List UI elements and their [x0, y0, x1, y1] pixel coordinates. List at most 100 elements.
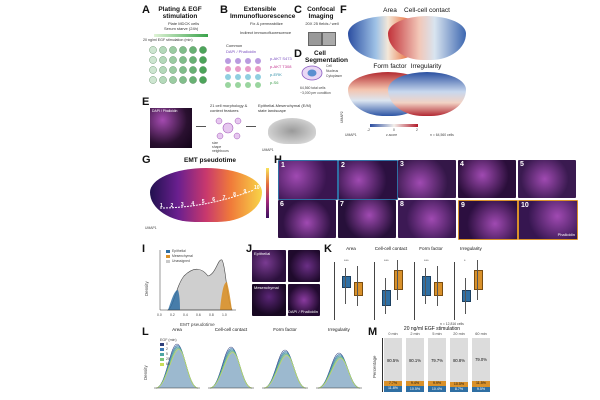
pct-unassigned: 80.8% [453, 357, 465, 363]
panel-a-title: Plating & EGF stimulation [158, 6, 202, 20]
tile-number: 10 [521, 202, 529, 209]
bar-unassigned [450, 338, 468, 382]
legend-swatch [160, 348, 164, 351]
m-yaxis [382, 338, 383, 392]
bar-unassigned [472, 338, 490, 381]
panel-g-title: EMT pseudotime [183, 157, 236, 164]
pct-unassigned: 79.7% [431, 357, 443, 363]
map-title-area: Area [383, 7, 397, 14]
feature-size: size [212, 141, 219, 145]
plate-well [149, 76, 157, 84]
microscopy-tile: 6 [278, 200, 336, 238]
panel-e-step1: 21 cell morphology & context features [210, 103, 248, 113]
zscore-tick-min: -2 [367, 128, 371, 132]
bar-mesenchymal [472, 380, 490, 387]
panel-a-note1: Plate MDCK cells [168, 21, 200, 26]
panel-b-title: Extensible Immunofluorescence [230, 6, 296, 20]
legend-swatch-mes [166, 255, 170, 258]
plate-well [199, 56, 207, 64]
pct-epithelial: 10.5% [409, 386, 421, 391]
plate-well [179, 56, 187, 64]
marker-3: p-ERK [270, 72, 282, 77]
microscopy-tile: 3 [398, 160, 456, 198]
stain-well [225, 58, 231, 64]
k-axis [454, 262, 455, 320]
mesenchymal-box [474, 270, 483, 290]
whisker [437, 266, 438, 306]
phalloidin-label: Phalloidin [557, 232, 575, 237]
pseudotime-point-label: 10 [254, 185, 260, 191]
legend-swatch [160, 363, 164, 366]
panel-l-label: L [142, 326, 149, 338]
panel-g-label: G [142, 154, 151, 166]
stain-well [235, 82, 241, 88]
panel-a-label: A [142, 4, 150, 16]
whisker [397, 260, 398, 300]
plate-well [159, 56, 167, 64]
panel-c-label: C [294, 4, 302, 16]
pct-epithelial: 9.5% [476, 386, 486, 391]
bar-epithelial [450, 387, 468, 392]
m-category-label: 60 min [475, 332, 487, 336]
feature-shape: shape [212, 145, 222, 149]
pct-mesenchymal: 10.5% [453, 381, 465, 386]
panel-b-note1: Fix & permeabilize [250, 21, 283, 26]
x-tick: 0.0 [157, 313, 162, 317]
panel-i-ylabel: Density [144, 281, 149, 296]
plate-well [169, 66, 177, 74]
stain-well [255, 74, 261, 80]
pct-epithelial: 10.4% [431, 386, 443, 391]
plate-well [169, 76, 177, 84]
density-curves [154, 343, 200, 389]
stain-well [235, 74, 241, 80]
microscopy-tile: 9 [458, 200, 518, 240]
legend-swatch [160, 358, 164, 361]
whisker [465, 278, 466, 314]
panel-m-ylabel: Percentage [372, 355, 377, 378]
bar-epithelial [384, 385, 402, 392]
map-title-contact: Cell-cell contact [404, 7, 450, 14]
plate-well [149, 56, 157, 64]
pseudotime-point-label: 9 [243, 188, 247, 195]
stain-well [245, 82, 251, 88]
pseudotime-point-label: 6 [212, 197, 215, 204]
pseudotime-point-label: 3 [180, 202, 184, 209]
panel-k-n: n = 12,816 cells [440, 322, 464, 326]
pct-unassigned: 79.0% [475, 357, 487, 363]
x-tick: 0.2 [170, 313, 175, 317]
density-curves [262, 349, 308, 389]
density-curves [316, 352, 362, 389]
microscopy-tile: 7 [338, 200, 396, 238]
panel-d-label: D [294, 48, 302, 60]
plate-well [169, 46, 177, 54]
panel-m-label: M [368, 326, 378, 338]
plate-well [149, 46, 157, 54]
plate-well [179, 46, 187, 54]
whisker [345, 268, 346, 304]
significance-stars: *** [344, 258, 349, 263]
l-column-title: Area [172, 327, 182, 332]
whisker [477, 260, 478, 300]
arrow-2 [246, 126, 256, 127]
map-title-irreg: Irregularity [410, 63, 442, 70]
panel-a-note3: 20 ng/ml EGF stimulation (min) [143, 38, 193, 42]
panel-j-label: J [246, 243, 253, 255]
legend-epithelial: Epithelial [172, 249, 186, 253]
umap-irregularity [388, 72, 466, 116]
panel-c-title: Confocal Imaging [307, 6, 335, 20]
k-axis [374, 262, 375, 320]
m-category-label: 0 min [388, 332, 398, 336]
bar-mesenchymal [450, 381, 468, 388]
panel-b-label: B [220, 4, 228, 16]
panel-g-umap1: UMAP1 [145, 226, 157, 230]
panel-m-title: 20 ng/ml EGF stimulation [403, 326, 461, 332]
marker-2: p-AKT T308 [270, 64, 292, 69]
panel-b-common: DAPI / Phalloidin [226, 49, 257, 54]
marker-1: p-AKT S473 [270, 56, 292, 61]
epithelial-example-2 [288, 250, 320, 282]
panel-f-umap2: UMAP2 [340, 111, 344, 123]
plate-well [199, 46, 207, 54]
mesenchymal-box [354, 282, 363, 296]
umap-contact [388, 16, 466, 60]
pseudotime-point-label: 5 [201, 199, 205, 206]
